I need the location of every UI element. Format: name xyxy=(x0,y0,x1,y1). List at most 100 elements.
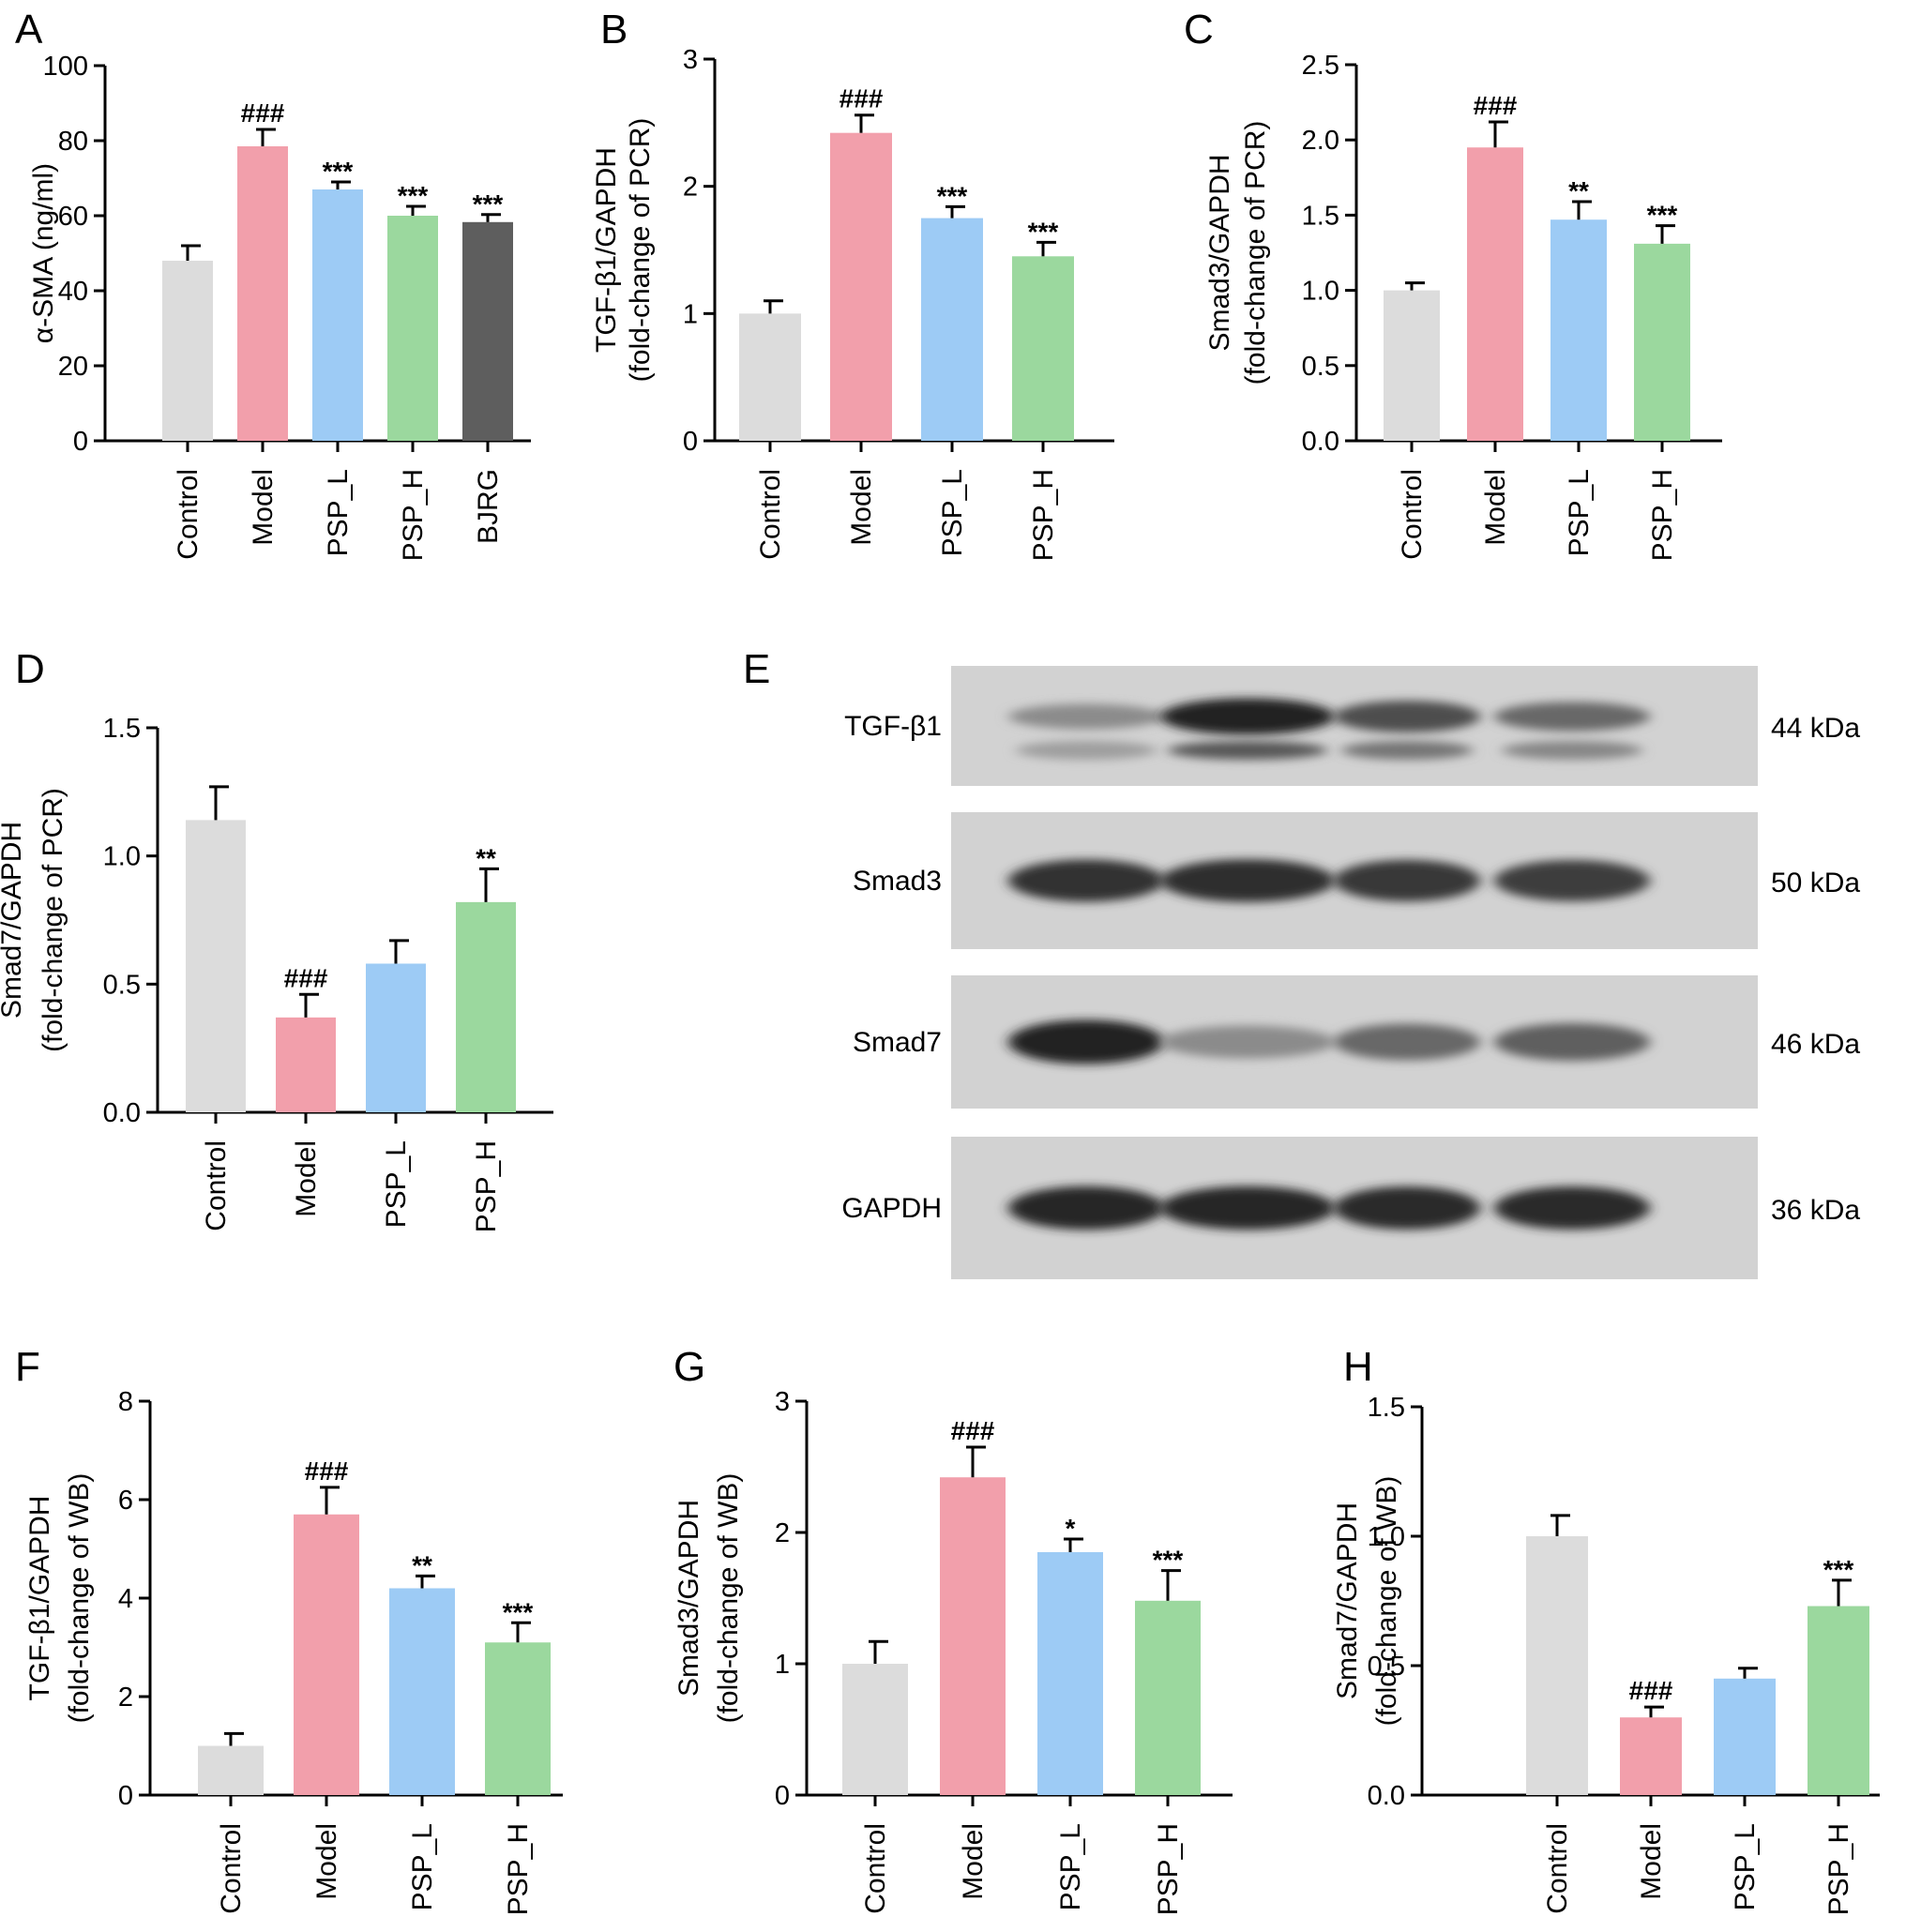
panel-letter: C xyxy=(1184,7,1214,53)
blot-size-label: 36 kDa xyxy=(1771,1195,1860,1226)
category-label: Control xyxy=(1542,1823,1573,1914)
y-tick-label: 20 xyxy=(58,352,88,382)
significance-label: ### xyxy=(1629,1676,1673,1705)
blot-band-lower xyxy=(1168,741,1327,760)
y-axis-title: Smad7/GAPDH xyxy=(0,822,27,1019)
y-tick-label: 2.0 xyxy=(1302,126,1339,156)
bar-psp-h xyxy=(1634,243,1690,441)
bar-control xyxy=(842,1664,908,1795)
bar-psp-l xyxy=(1714,1678,1776,1795)
significance-label: *** xyxy=(1647,201,1678,230)
significance-label: ** xyxy=(476,843,496,872)
y-tick-label: 0.5 xyxy=(1302,352,1339,382)
y-tick-label: 8 xyxy=(118,1387,133,1417)
category-label: PSP_H xyxy=(1823,1823,1854,1915)
y-axis-title: α-SMA (ng/ml) xyxy=(28,163,59,343)
panel-letter: E xyxy=(743,646,770,692)
bar-model xyxy=(830,132,892,442)
significance-label: ### xyxy=(284,963,328,992)
bar-psp-l xyxy=(1037,1552,1103,1795)
category-label: Control xyxy=(860,1823,891,1914)
significance-label: ** xyxy=(412,1550,432,1579)
category-label: PSP_H xyxy=(471,1140,502,1232)
bar-model xyxy=(940,1477,1006,1795)
bar-psp-h xyxy=(456,901,516,1112)
significance-label: *** xyxy=(398,181,429,210)
panel-letter: G xyxy=(673,1344,705,1390)
panel-letter: H xyxy=(1343,1344,1373,1390)
category-label: Control xyxy=(216,1823,247,1914)
chart-panel-c: C 0.0 0.5 1.0 1.5 2.0 2.5 Smad3/GAPDH (fold-chan… xyxy=(1184,7,1722,561)
category-label: PSP_H xyxy=(1028,469,1059,561)
y-tick-label: 1.0 xyxy=(1368,1522,1405,1552)
category-label: PSP_L xyxy=(381,1140,412,1228)
bar-control xyxy=(739,313,801,441)
significance-label: *** xyxy=(1028,217,1059,246)
category-label: PSP_H xyxy=(1647,469,1678,561)
panel-letter: B xyxy=(600,7,628,53)
category-label: Control xyxy=(755,469,786,560)
y-tick-label: 3 xyxy=(683,45,698,75)
blot-band xyxy=(1008,703,1164,730)
category-label: PSP_L xyxy=(323,469,354,556)
blot-row-smad7: Smad7 46 kDa xyxy=(853,975,1860,1109)
y-tick-label: 1.5 xyxy=(1302,201,1339,231)
blot-band xyxy=(1160,1185,1335,1230)
blot-band xyxy=(1008,859,1164,902)
blot-band xyxy=(1008,1185,1164,1230)
y-tick-label: 6 xyxy=(118,1486,133,1516)
chart-panel-d: D 0.0 0.5 1.0 1.5 Smad7/GAPDH (fold-change of … xyxy=(0,646,553,1232)
category-label: PSP_H xyxy=(1153,1823,1184,1915)
y-tick-label: 4 xyxy=(118,1584,133,1614)
blot-band-lower xyxy=(1016,741,1157,760)
significance-label: ### xyxy=(1474,91,1518,120)
y-tick-label: 1 xyxy=(683,299,698,329)
blot-band xyxy=(1008,1019,1164,1064)
blot-band xyxy=(1334,859,1480,902)
significance-label: *** xyxy=(1153,1546,1184,1575)
y-axis-title: Smad3/GAPDH xyxy=(1204,154,1235,351)
category-label: Model xyxy=(291,1140,322,1217)
bar-model xyxy=(294,1514,359,1795)
category-label: PSP_L xyxy=(1730,1823,1761,1910)
significance-label: *** xyxy=(1823,1555,1854,1584)
bar-bjrg xyxy=(462,221,513,441)
significance-label: *** xyxy=(503,1597,534,1626)
bar-control xyxy=(186,820,246,1112)
y-tick-label: 1.5 xyxy=(103,714,141,744)
bar-control xyxy=(1384,290,1440,441)
blot-row-tgfb1: TGF-β1 44 kDa xyxy=(844,666,1860,786)
bar-model xyxy=(1620,1717,1682,1795)
blot-band xyxy=(1160,1025,1335,1059)
category-label: Model xyxy=(846,469,877,546)
category-label: Model xyxy=(311,1823,342,1900)
category-label: Control xyxy=(201,1140,232,1231)
y-tick-label: 0 xyxy=(73,427,88,457)
bar-model xyxy=(1467,147,1523,441)
bar-psp-h xyxy=(1135,1600,1201,1795)
y-axis-subtitle: (fold-change of WB) xyxy=(713,1473,744,1724)
bar-psp-h xyxy=(387,216,438,441)
y-tick-label: 1 xyxy=(775,1650,790,1680)
y-tick-label: 1.0 xyxy=(103,842,141,872)
blot-protein-label: Smad7 xyxy=(853,1027,942,1058)
panel-letter: F xyxy=(15,1344,40,1390)
category-label: Model xyxy=(248,469,279,546)
significance-label: ### xyxy=(305,1457,349,1486)
blot-size-label: 50 kDa xyxy=(1771,868,1860,898)
bar-model xyxy=(276,1017,336,1112)
y-axis-title: TGF-β1/GAPDH xyxy=(24,1496,55,1701)
blot-band xyxy=(1160,859,1335,902)
significance-label: *** xyxy=(937,181,968,210)
blot-row-gapdh: GAPDH 36 kDa xyxy=(841,1137,1860,1279)
significance-label: *** xyxy=(323,157,354,186)
chart-panel-h: H 0.0 0.5 1.0 1.5 Smad7/GAPDH (fold-change of … xyxy=(1332,1344,1880,1915)
significance-label: * xyxy=(1066,1514,1076,1543)
y-axis-subtitle: (fold-change of WB) xyxy=(64,1473,95,1724)
bar-psp-l xyxy=(389,1588,455,1795)
y-axis-title: Smad7/GAPDH xyxy=(1332,1502,1363,1699)
blot-band xyxy=(1494,1186,1650,1230)
y-tick-label: 60 xyxy=(58,202,88,232)
category-label: Model xyxy=(958,1823,989,1900)
